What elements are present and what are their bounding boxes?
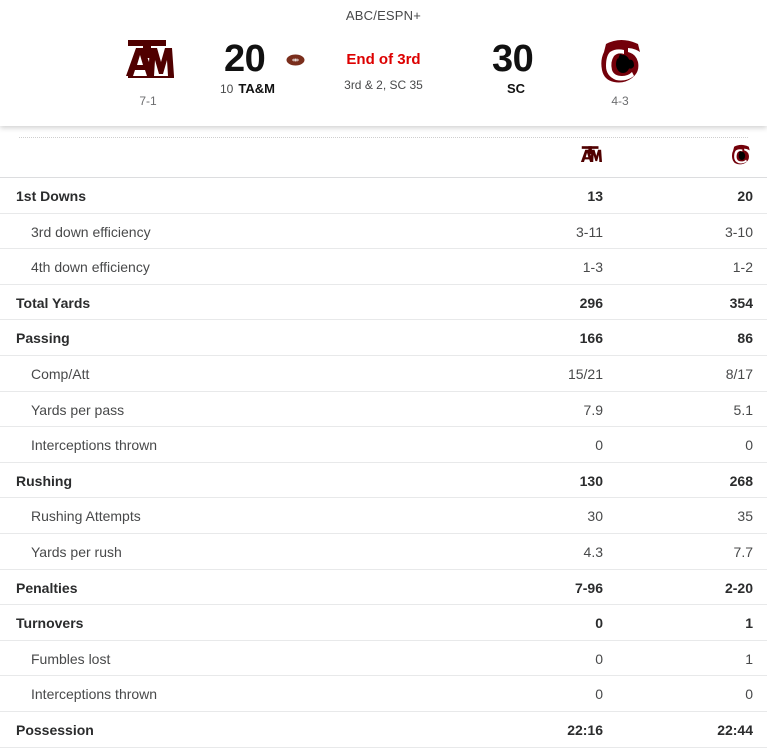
stat-away-value: 3-11 [576, 223, 603, 240]
stat-away-value: 0 [595, 437, 603, 454]
stat-label: Interceptions thrown [31, 437, 158, 454]
stat-label: Fumbles lost [31, 650, 111, 667]
stat-home-value: 8/17 [725, 365, 753, 382]
stat-away-value: 30 [587, 508, 603, 525]
stat-row: Rushing 130 268 [0, 463, 767, 499]
stat-home-value: 22:44 [717, 721, 753, 738]
stat-away-value: 166 [579, 330, 603, 347]
stat-away-value: 0 [595, 686, 603, 703]
down-distance: 3rd & 2, SC 35 [344, 78, 423, 92]
stat-row: Turnovers 0 1 [0, 605, 767, 641]
stat-away-value: 13 [587, 188, 603, 204]
stat-away-value: 7.9 [583, 401, 603, 418]
stat-home-value: 5.1 [733, 401, 753, 418]
stat-row: 4th down efficiency 1-3 1-2 [0, 249, 767, 285]
stat-row: Total Yards 296 354 [0, 285, 767, 321]
texas-am-logo-icon [580, 146, 602, 163]
south-carolina-gamecock-logo-icon [731, 144, 750, 165]
stat-label: 3rd down efficiency [31, 223, 151, 240]
stat-label: Yards per rush [31, 543, 122, 560]
broadcast-network: ABC/ESPN+ [345, 8, 422, 23]
stat-home-value: 3-10 [724, 223, 753, 240]
stat-label: Yards per pass [31, 401, 125, 418]
stat-away-value: 22:16 [567, 721, 603, 738]
stat-away-value: 4.3 [583, 543, 603, 560]
stat-label: 4th down efficiency [31, 259, 150, 276]
stat-label: 1st Downs [16, 188, 87, 204]
stats-rows: 1st Downs 13 20 3rd down efficiency 3-11 3-1… [0, 178, 767, 748]
stat-away-value: 0 [595, 615, 603, 632]
stat-home-value: 2-20 [724, 579, 753, 596]
stat-row: Interceptions thrown 0 0 [0, 427, 767, 463]
south-carolina-gamecock-logo-icon[interactable] [598, 38, 644, 86]
home-team-name[interactable]: SC [507, 81, 526, 96]
away-record: 7-1 [139, 94, 157, 108]
stat-home-value: 35 [737, 508, 753, 525]
game-status: End of 3rd [346, 51, 421, 68]
away-score: 20 [224, 38, 266, 80]
stat-row: Penalties 7-96 2-20 [0, 570, 767, 606]
away-team[interactable]: 10 TA&M [220, 81, 275, 96]
stat-away-value: 7-96 [574, 579, 603, 596]
stat-home-value: 0 [745, 686, 753, 703]
stat-row: Comp/Att 15/21 8/17 [0, 356, 767, 392]
football-icon [286, 54, 305, 66]
stat-home-value: 268 [729, 472, 753, 489]
stat-home-value: 7.7 [733, 543, 753, 560]
texas-am-logo-icon[interactable] [124, 40, 174, 80]
stat-label: Comp/Att [31, 365, 90, 382]
stat-row: 3rd down efficiency 3-11 3-10 [0, 214, 767, 250]
stat-row: Passing 166 86 [0, 320, 767, 356]
game-header: ABC/ESPN+ 7-1 20 10 TA&M End of 3rd 3rd &… [0, 0, 767, 126]
stat-away-value: 1-3 [582, 259, 603, 276]
stat-away-value: 296 [579, 294, 603, 311]
stat-home-value: 1 [745, 650, 753, 667]
stat-label: Interceptions thrown [31, 686, 158, 703]
stat-row: Interceptions thrown 0 0 [0, 676, 767, 712]
home-record: 4-3 [611, 94, 629, 108]
stat-home-value: 86 [737, 330, 753, 347]
stat-row: Possession 22:16 22:44 [0, 712, 767, 748]
stat-label: Rushing [16, 472, 72, 489]
stat-home-value: 0 [745, 437, 753, 454]
stat-row: Rushing Attempts 30 35 [0, 498, 767, 534]
stat-away-value: 0 [595, 650, 603, 667]
stat-label: Penalties [16, 579, 78, 596]
stat-home-value: 20 [737, 188, 753, 204]
stat-label: Passing [16, 330, 70, 347]
stat-home-value: 1 [745, 615, 753, 632]
stat-away-value: 130 [579, 472, 603, 489]
stat-row: Yards per rush 4.3 7.7 [0, 534, 767, 570]
home-score: 30 [492, 38, 534, 80]
away-rank: 10 [220, 82, 234, 96]
table-header [0, 126, 767, 178]
stat-label: Possession [16, 721, 94, 738]
stat-label: Turnovers [16, 615, 84, 632]
stat-label: Rushing Attempts [31, 508, 141, 525]
away-team-name: TA&M [238, 81, 275, 96]
team-stats-table: 1st Downs 13 20 3rd down efficiency 3-11 3-1… [0, 126, 767, 748]
stat-away-value: 15/21 [567, 365, 603, 382]
stat-label: Total Yards [16, 294, 91, 311]
stat-home-value: 354 [729, 294, 753, 311]
divider [19, 137, 748, 138]
stat-row: 1st Downs 13 20 [0, 178, 767, 214]
stat-row: Fumbles lost 0 1 [0, 641, 767, 677]
stat-home-value: 1-2 [732, 259, 753, 276]
stat-row: Yards per pass 7.9 5.1 [0, 392, 767, 428]
